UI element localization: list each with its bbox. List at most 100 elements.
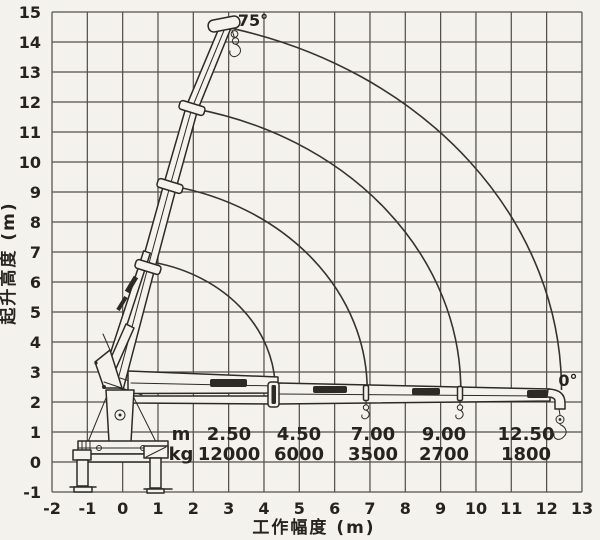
outrigger-housing (72, 449, 92, 461)
x-tick-label: 2 (188, 499, 199, 518)
load-capacity-value: 6000 (274, 444, 324, 465)
load-radius-value: 12.50 (498, 424, 555, 445)
boom-min-angle-label: 0° (558, 371, 577, 390)
load-capacity-value: 3500 (348, 444, 398, 465)
boom-section-collar (134, 258, 162, 276)
boom-tip-elbow (546, 388, 566, 410)
x-tick-label: 7 (364, 499, 375, 518)
boom-section-collar (156, 177, 184, 195)
y-tick-label: 8 (30, 213, 41, 232)
x-tick-label: 10 (465, 499, 487, 518)
x-tick-label: 11 (500, 499, 522, 518)
load-table-radius-row-label: m (172, 424, 191, 445)
outrigger-foot (73, 486, 93, 493)
y-tick-label: 2 (30, 393, 41, 412)
outrigger-foot (146, 488, 165, 494)
x-tick-label: 4 (258, 499, 269, 518)
hook-icon (361, 400, 370, 420)
hook-icon (553, 408, 567, 440)
x-tick-label: 0 (117, 499, 128, 518)
x-axis-title: 工作幅度 (m) (252, 517, 375, 538)
y-tick-label: 12 (19, 93, 41, 112)
x-tick-label: -2 (43, 499, 61, 518)
x-axis-tick-labels: -2 -1 0 1 2 3 4 5 6 7 8 9 10 11 12 13 (43, 499, 593, 518)
load-table-capacity-row-label: kg (169, 444, 194, 465)
base-frame-detail (77, 440, 169, 455)
boom-tip-path-arcs (148, 27, 563, 391)
y-tick-label: 3 (30, 363, 41, 382)
boom-tip-path-arc (148, 260, 277, 391)
boom-section-end-cap-mark (271, 385, 276, 404)
crane-drawing (69, 15, 567, 494)
x-tick-label: 1 (152, 499, 163, 518)
y-tick-label: 0 (30, 453, 41, 472)
boom-lower-chord (129, 395, 279, 405)
plot-grid (51, 11, 583, 493)
load-radius-value: 2.50 (207, 424, 251, 445)
slewing-bearing (114, 409, 126, 421)
hook-icon (455, 400, 464, 420)
load-capacity-value: 1800 (501, 444, 551, 465)
hook-icon (229, 29, 241, 58)
y-tick-label: 5 (30, 303, 41, 322)
x-tick-label: -1 (78, 499, 96, 518)
y-tick-label: 9 (30, 183, 41, 202)
y-tick-label: 15 (19, 3, 41, 22)
boom-base-section (127, 370, 279, 395)
pivot-pin (102, 385, 106, 389)
y-tick-label: 1 (30, 423, 41, 442)
x-tick-label: 13 (571, 499, 593, 518)
boom-max-angle-label: 75° (238, 11, 268, 30)
y-tick-label: 6 (30, 273, 41, 292)
y-axis-title: 起升高度 (m) (0, 201, 19, 325)
boom-inner-line (130, 382, 277, 387)
boom-dark-segment (124, 275, 139, 294)
boom-dark-segment (116, 295, 128, 312)
load-table-values: 2.50 4.50 7.00 9.00 12.50 12000 6000 3500 2700 18… (198, 424, 555, 465)
y-tick-label: 11 (19, 123, 41, 142)
y-tick-label: -1 (23, 483, 41, 502)
boom-dark-segment (210, 379, 247, 387)
boom-dark-segment (313, 386, 347, 393)
slewing-bearing-pin (118, 413, 122, 417)
x-tick-label: 3 (223, 499, 234, 518)
boom-section-separator (456, 385, 464, 402)
boom-section-collar (178, 99, 206, 117)
boom-section-separator (362, 384, 370, 402)
x-tick-label: 8 (400, 499, 411, 518)
outrigger-leg (76, 459, 89, 487)
outrigger-housing-detail (145, 446, 167, 458)
y-tick-label: 10 (19, 153, 41, 172)
crane-boom-horizontal-0 (127, 370, 567, 440)
load-radius-value: 7.00 (351, 424, 395, 445)
boom-dark-segment (412, 388, 440, 395)
boom-tip-path-arc (172, 185, 368, 391)
x-tick-label: 6 (329, 499, 340, 518)
x-tick-label: 12 (535, 499, 557, 518)
load-capacity-value: 12000 (198, 444, 261, 465)
outrigger-left (69, 449, 97, 493)
boom-dark-segment (527, 390, 548, 398)
x-tick-label: 9 (435, 499, 446, 518)
boom-head (207, 15, 241, 33)
y-tick-label: 7 (30, 243, 41, 262)
outrigger-leg (149, 457, 162, 489)
frame-pin (96, 445, 102, 451)
x-tick-label: 5 (294, 499, 305, 518)
knuckle-link (102, 333, 111, 351)
boom-tip-path-arc (192, 107, 462, 391)
outrigger-right (143, 445, 173, 494)
crane-base (69, 389, 173, 494)
y-tick-label: 14 (19, 33, 41, 52)
load-radius-value: 4.50 (277, 424, 321, 445)
boom-tip-path-arc (233, 27, 563, 391)
pivot-pin (94, 361, 98, 365)
column-braces (87, 397, 157, 443)
load-radius-value: 9.00 (422, 424, 466, 445)
load-capacity-value: 2700 (419, 444, 469, 465)
y-tick-label: 13 (19, 63, 41, 82)
